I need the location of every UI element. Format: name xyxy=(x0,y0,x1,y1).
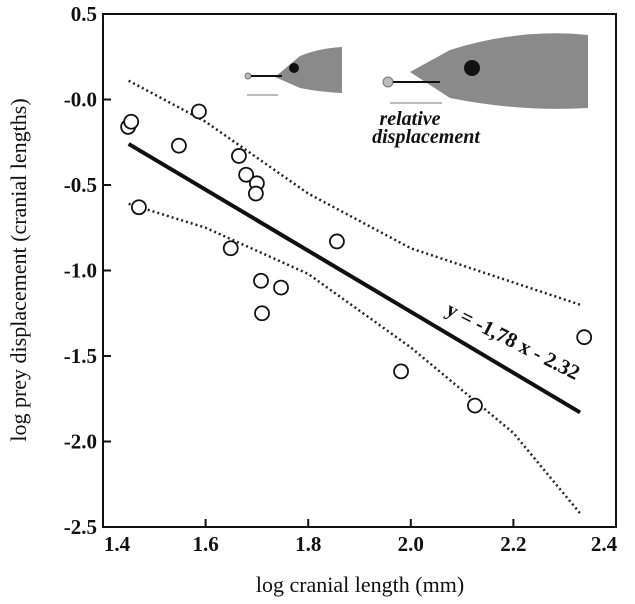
inset-illustration: relative displacement xyxy=(244,33,588,148)
x-tick-label: 2.4 xyxy=(591,532,618,556)
x-axis-label: log cranial length (mm) xyxy=(256,572,464,597)
y-tick-label: -2.0 xyxy=(64,430,97,454)
annotation: displacement xyxy=(372,126,481,148)
data-point xyxy=(253,272,269,289)
y-tick-label: -1.5 xyxy=(64,344,97,368)
data-point xyxy=(273,279,289,296)
x-tick-label: 1.8 xyxy=(295,532,321,556)
data-point xyxy=(222,240,239,257)
y-tick-label: -2.5 xyxy=(64,515,97,539)
regression-line xyxy=(127,142,582,415)
x-tick-label: 2.2 xyxy=(500,532,526,556)
y-tick-label: -0.5 xyxy=(64,173,97,197)
data-point xyxy=(329,233,345,250)
data-point xyxy=(238,166,255,183)
data-point xyxy=(247,185,264,202)
data-point xyxy=(254,305,270,322)
y-tick-label: -1.0 xyxy=(64,259,97,283)
data-point xyxy=(171,137,187,154)
data-point xyxy=(191,103,207,120)
confidence-band xyxy=(128,202,582,515)
x-tick-label: 2.0 xyxy=(398,532,424,556)
data-point xyxy=(131,199,147,216)
data-point xyxy=(467,397,483,414)
data-point xyxy=(123,113,140,130)
x-tick-label: 1.6 xyxy=(192,532,218,556)
data-point xyxy=(576,329,593,346)
data-point xyxy=(393,363,409,380)
x-tick-label: 1.4 xyxy=(104,532,131,556)
confidence-band xyxy=(128,79,581,306)
annotation: relative xyxy=(379,108,440,130)
y-tick-label: 0.5 xyxy=(71,2,97,26)
y-axis-label: log prey displacement (cranial lengths) xyxy=(6,98,31,441)
y-tick-label: -0.0 xyxy=(64,88,97,112)
data-point xyxy=(231,148,247,164)
